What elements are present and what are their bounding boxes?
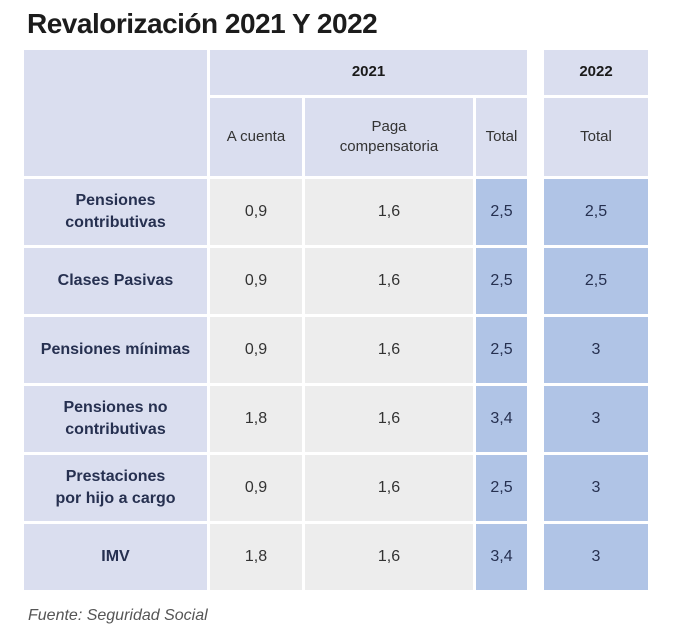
year-2022-header: 2022 [544,50,648,95]
row-label-imv: IMV [24,524,207,590]
cell-paga-compensatoria: 1,6 [305,317,473,383]
page-title: Revalorización 2021 Y 2022 [27,8,378,39]
cell-total-2022: 2,5 [544,248,648,314]
row-label-pensiones-minimas: Pensiones mínimas [24,317,207,383]
row-label-pensiones-contributivas: Pensiones contributivas [24,179,207,245]
row-label-clases-pasivas: Clases Pasivas [24,248,207,314]
cell-total-2022: 3 [544,455,648,521]
cell-total-2021: 2,5 [476,179,527,245]
cell-paga-compensatoria: 1,6 [305,248,473,314]
cell-a-cuenta: 0,9 [210,317,302,383]
cell-total-2022: 3 [544,386,648,452]
cell-total-2022: 2,5 [544,179,648,245]
cell-total-2021: 3,4 [476,524,527,590]
year-2021-header: 2021 [210,50,527,95]
cell-paga-compensatoria: 1,6 [305,455,473,521]
table-2021: 2021 A cuenta Paga compensatoria Total P… [24,50,527,590]
col-header-total-2022: Total [544,98,648,176]
cell-total-2021: 2,5 [476,248,527,314]
cell-total-2022: 3 [544,524,648,590]
table-wrapper: 2021 A cuenta Paga compensatoria Total P… [24,50,676,590]
table-2022: 2022 Total 2,5 2,5 3 3 3 3 [544,50,648,590]
source-caption: Fuente: Seguridad Social [28,607,208,624]
col-header-paga-compensatoria: Paga compensatoria [305,98,473,176]
cell-a-cuenta: 1,8 [210,386,302,452]
row-label-pensiones-no-contributivas: Pensiones no contributivas [24,386,207,452]
col-header-a-cuenta: A cuenta [210,98,302,176]
cell-a-cuenta: 1,8 [210,524,302,590]
cell-a-cuenta: 0,9 [210,455,302,521]
cell-a-cuenta: 0,9 [210,248,302,314]
col-header-total-2021: Total [476,98,527,176]
cell-paga-compensatoria: 1,6 [305,179,473,245]
cell-paga-compensatoria: 1,6 [305,386,473,452]
cell-total-2021: 2,5 [476,455,527,521]
cell-paga-compensatoria: 1,6 [305,524,473,590]
cell-total-2022: 3 [544,317,648,383]
row-label-prestaciones-por-hijo-a-cargo: Prestaciones por hijo a cargo [24,455,207,521]
cell-total-2021: 3,4 [476,386,527,452]
cell-a-cuenta: 0,9 [210,179,302,245]
corner-cell [24,50,207,176]
infographic-page: Revalorización 2021 Y 2022 2021 A cuenta… [0,8,676,641]
cell-total-2021: 2,5 [476,317,527,383]
